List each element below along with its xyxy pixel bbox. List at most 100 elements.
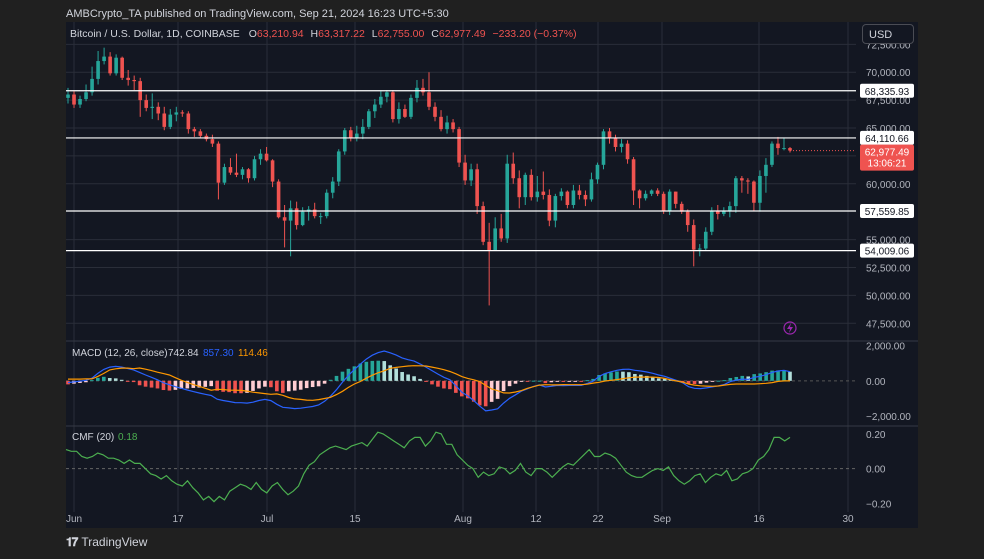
macd-histogram-bar — [233, 380, 237, 394]
macd-histogram-bar — [179, 380, 184, 389]
symbol-label: Bitcoin / U.S. Dollar, 1D, COINBASE — [70, 28, 240, 40]
candle-body — [469, 169, 473, 181]
histogram-value-label: 114.46 — [238, 348, 268, 359]
macd-histogram-bar — [788, 371, 792, 381]
candle-body — [415, 87, 419, 98]
macd-histogram-bar — [215, 380, 219, 391]
candle-body — [300, 211, 305, 226]
macd-histogram-bar — [662, 378, 667, 381]
candle-body — [96, 61, 100, 79]
candle-body — [439, 116, 443, 130]
plot-background — [66, 22, 856, 528]
macd-histogram-bar — [495, 380, 500, 399]
macd-histogram-bar — [101, 376, 106, 381]
macd-histogram-bar — [364, 361, 369, 381]
cmf-tick-label: 0.00 — [866, 465, 886, 476]
candle-body — [427, 92, 431, 107]
macd-histogram-bar — [418, 378, 422, 381]
macd-histogram-bar — [483, 380, 488, 407]
price-tick-label: 65,000.00 — [866, 124, 911, 135]
macd-histogram-bar — [567, 380, 572, 382]
change-value: −233.20 (−0.37%) — [492, 28, 577, 40]
macd-histogram-bar — [370, 360, 375, 381]
candle-body — [240, 169, 245, 175]
macd-histogram-bar — [155, 380, 160, 389]
candle-body — [752, 181, 756, 203]
candle-body — [481, 206, 485, 242]
macd-histogram-bar — [710, 380, 715, 382]
macd-histogram-bar — [209, 380, 214, 387]
macd-histogram-bar — [656, 378, 661, 381]
macd-histogram-bar — [734, 376, 739, 381]
macd-histogram-bar — [149, 380, 154, 388]
candle-body — [192, 129, 197, 132]
candle-body — [709, 210, 714, 232]
time-tick-label: 22 — [592, 514, 604, 525]
candle-body — [734, 178, 738, 207]
last-price-tag — [860, 144, 914, 171]
currency-button[interactable]: USD — [862, 24, 914, 44]
candle-body — [276, 181, 281, 218]
macd-histogram-bar — [203, 380, 208, 387]
macd-histogram-bar — [561, 380, 566, 382]
candle-body — [764, 164, 768, 176]
macd-histogram-bar — [334, 375, 339, 381]
macd-tick-label: −2,000.00 — [866, 412, 911, 423]
time-tick-label: Jun — [66, 514, 82, 525]
macd-histogram-bar — [609, 372, 613, 381]
candle-body — [144, 100, 149, 108]
candle-body — [373, 104, 377, 112]
candle-body — [222, 167, 227, 183]
candle-body — [391, 92, 395, 120]
macd-histogram-bar — [573, 380, 577, 382]
macd-histogram-bar — [406, 374, 410, 381]
lightning-icon — [783, 321, 797, 335]
candle-body — [451, 122, 455, 130]
macd-histogram-bar — [90, 380, 94, 382]
candle-body — [703, 231, 708, 249]
macd-histogram-bar — [167, 380, 172, 391]
macd-histogram-bar — [125, 380, 130, 382]
macd-histogram-bar — [227, 380, 231, 393]
candle-body — [770, 143, 774, 165]
macd-histogram-bar — [131, 380, 136, 383]
time-tick-label: 30 — [842, 514, 854, 525]
macd-histogram-bar — [650, 376, 655, 381]
candle-body — [728, 206, 732, 211]
time-tick-label: 17 — [172, 514, 184, 525]
candle-body — [637, 190, 642, 199]
time-axis-background — [66, 512, 856, 528]
macd-histogram-bar — [328, 379, 333, 381]
macd-histogram-bar — [555, 380, 560, 382]
candle-body — [421, 87, 425, 93]
candle-body — [740, 178, 744, 181]
candle-body — [697, 248, 702, 250]
macd-histogram-bar — [84, 380, 88, 383]
candle-body — [673, 191, 678, 204]
macd-histogram-bar — [275, 380, 279, 392]
candle-body — [210, 139, 215, 144]
price-axis-background — [856, 22, 918, 528]
candle-body — [601, 131, 606, 165]
macd-histogram-bar — [281, 380, 285, 393]
candle-body — [198, 131, 203, 136]
candle-body — [589, 179, 594, 200]
macd-line — [67, 350, 791, 412]
macd-histogram-bar — [286, 380, 291, 392]
candle-body — [324, 192, 329, 217]
macd-histogram-bar — [322, 380, 327, 384]
macd-histogram-bar — [776, 370, 780, 381]
macd-histogram-bar — [639, 374, 643, 381]
macd-histogram-bar — [680, 380, 685, 382]
candle-body — [607, 131, 612, 139]
candle-body — [511, 163, 516, 179]
candle-body — [499, 228, 504, 239]
macd-histogram-bar — [686, 380, 691, 384]
candle-body — [342, 130, 347, 152]
close-value: 62,977.49 — [438, 28, 486, 40]
time-tick-label: 12 — [530, 514, 542, 525]
candle-body — [625, 143, 630, 160]
candle-body — [746, 180, 750, 182]
macd-histogram-bar — [489, 380, 494, 402]
